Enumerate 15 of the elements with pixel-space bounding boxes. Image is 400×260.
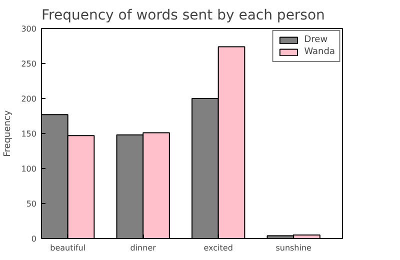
y-tick-label: 300 bbox=[21, 24, 37, 34]
y-axis-title: Frequency bbox=[3, 110, 14, 157]
x-tick-label: dinner bbox=[130, 244, 157, 252]
y-tick-label: 250 bbox=[21, 60, 37, 68]
y-tick-label: 100 bbox=[21, 164, 37, 174]
x-tick-label: beautiful bbox=[50, 244, 86, 252]
chart-title: Frequency of words sent by each person bbox=[42, 8, 325, 24]
y-tick-label: 0 bbox=[31, 234, 37, 244]
y-tick-label: 200 bbox=[21, 94, 37, 104]
y-tick-label: 150 bbox=[21, 130, 37, 138]
legend-label: Wanda bbox=[304, 47, 335, 57]
x-tick-label: excited bbox=[204, 244, 233, 252]
x-tick-label: sunshine bbox=[276, 244, 312, 252]
y-tick-label: 50 bbox=[26, 200, 37, 208]
legend-label: Drew bbox=[304, 35, 328, 45]
